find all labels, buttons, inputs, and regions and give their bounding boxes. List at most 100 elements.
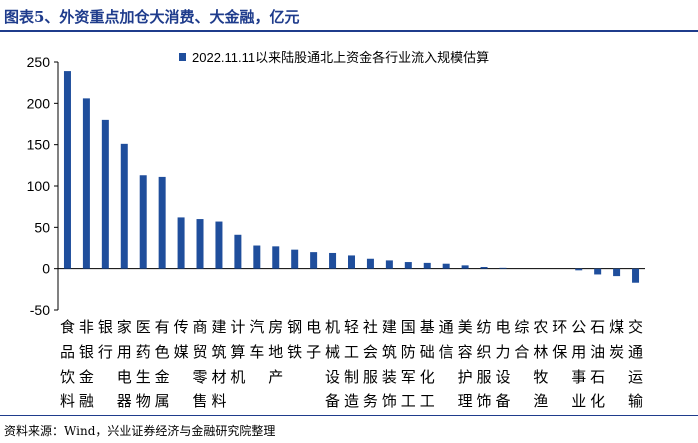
bar [613,268,621,277]
x-category-label: 算 [230,343,245,361]
bar [329,252,337,269]
bar [461,265,469,269]
bar [632,268,640,283]
x-category-label: 容 [458,343,473,361]
x-category-label: 石 [590,368,605,386]
x-category-label: 饮 [60,368,75,386]
x-category-label: 工 [344,343,359,361]
x-category-label: 务 [363,392,378,410]
x-category-label: 器 [117,392,132,410]
x-category-label: 制 [344,368,359,386]
x-category-label: 钢 [287,318,302,336]
x-category-label: 煤 [609,318,624,336]
x-category-label: 车 [249,343,264,361]
x-category-label: 设 [495,368,510,386]
x-category-label: 电 [117,368,132,386]
x-category-label: 售 [193,392,208,410]
x-category-label: 会 [363,343,378,361]
x-category-label: 建 [211,318,226,336]
legend-swatch [179,53,186,61]
x-category-label: 信 [439,343,454,361]
x-category-label: 化 [590,392,605,410]
x-category-label: 通 [439,318,454,336]
x-category-label: 电 [306,318,321,336]
bar [101,119,109,269]
x-category-label: 商 [193,318,208,336]
x-category-label: 融 [79,392,94,410]
x-category-label: 运 [628,368,643,386]
bar [366,258,374,269]
x-category-label: 产 [268,368,283,386]
bar [310,252,318,269]
x-category-label: 食 [60,318,75,336]
x-category-label: 银 [98,318,113,336]
x-category-label: 饰 [382,392,397,410]
bar [234,234,242,269]
x-category-label: 设 [325,368,340,386]
x-category-label: 工 [420,392,435,410]
x-category-label: 传 [174,318,189,336]
x-category-label: 保 [552,343,567,361]
x-category-label: 公 [571,318,586,336]
x-category-label: 筑 [211,343,226,361]
x-category-label: 品 [60,343,75,361]
x-category-label: 轻 [344,318,359,336]
x-category-label: 业 [571,392,586,410]
bar [196,219,204,269]
bar [82,98,90,269]
bar [253,245,261,269]
x-category-label: 材 [211,368,226,386]
bar [139,175,147,269]
x-category-label: 用 [571,343,586,361]
x-category-label: 综 [514,318,529,336]
y-tick-label: 250 [27,54,51,70]
x-category-label: 料 [211,392,226,410]
x-category-label: 医 [136,318,151,336]
x-category-label: 银 [79,343,94,361]
bar [575,268,583,271]
x-category-label: 物 [136,392,151,410]
x-category-label: 力 [495,343,510,361]
x-category-label: 备 [325,392,340,410]
x-category-label: 军 [401,368,416,386]
x-category-label: 础 [420,343,435,361]
x-category-label: 防 [401,343,416,361]
bar [480,267,488,269]
bar [499,267,507,269]
x-category-label: 环 [552,318,567,336]
x-category-label: 林 [533,343,548,361]
x-category-label: 地 [268,343,283,361]
x-category-label: 金 [155,368,170,386]
x-category-label: 炭 [609,343,624,361]
bar [404,262,412,269]
x-category-label: 服 [363,368,378,386]
x-category-label: 牧 [533,368,548,386]
title-rule [0,30,698,32]
x-category-label: 机 [230,368,245,386]
x-category-label: 造 [344,392,359,410]
x-category-label: 交 [628,318,643,336]
x-category-label: 药 [136,343,151,361]
x-category-label: 农 [533,318,548,336]
bar [215,221,223,269]
bar [385,260,393,269]
source-rule [0,415,698,416]
x-category-label: 织 [477,343,492,361]
x-category-label: 计 [230,318,245,336]
x-category-label: 通 [628,343,643,361]
x-category-label: 铁 [287,343,302,361]
x-category-label: 机 [325,318,340,336]
x-category-label: 有 [155,318,170,336]
x-category-label: 用 [117,343,132,361]
x-category-label: 筑 [382,343,397,361]
x-category-label: 建 [382,318,397,336]
x-category-label: 油 [590,343,605,361]
y-tick-label: 150 [27,137,51,153]
y-tick-label: 50 [34,219,50,235]
x-category-label: 电 [495,318,510,336]
x-category-label: 装 [382,368,397,386]
x-category-label: 媒 [174,343,189,361]
x-category-label: 国 [401,318,416,336]
y-tick-label: -50 [30,302,50,318]
